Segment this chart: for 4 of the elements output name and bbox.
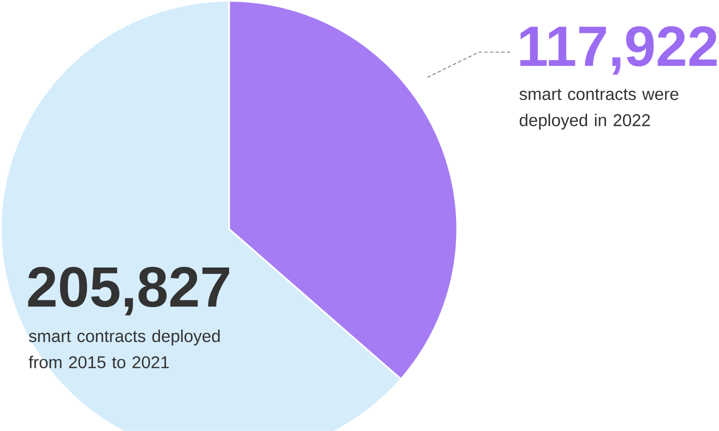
slice-label: smart contracts were deployed in 2022 [519,88,678,130]
slice-label: smart contracts deployed from 2015 to 2021 [28,330,220,368]
data-label: 117,922 [520,26,717,75]
data-label: 205,827 [28,266,230,316]
